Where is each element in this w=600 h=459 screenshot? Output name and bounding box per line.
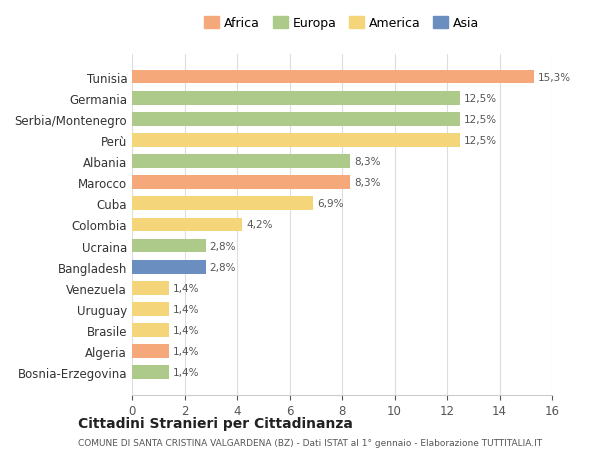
Text: 1,4%: 1,4% bbox=[173, 304, 199, 314]
Bar bbox=[132, 324, 169, 337]
Text: 8,3%: 8,3% bbox=[354, 157, 380, 167]
Bar bbox=[132, 197, 313, 211]
Bar bbox=[132, 345, 169, 358]
Bar bbox=[132, 302, 169, 316]
Legend: Africa, Europa, America, Asia: Africa, Europa, America, Asia bbox=[205, 17, 479, 30]
Text: 1,4%: 1,4% bbox=[173, 325, 199, 335]
Text: 15,3%: 15,3% bbox=[538, 73, 571, 82]
Bar bbox=[132, 112, 460, 126]
Bar bbox=[132, 239, 205, 253]
Text: COMUNE DI SANTA CRISTINA VALGARDENA (BZ) - Dati ISTAT al 1° gennaio - Elaborazio: COMUNE DI SANTA CRISTINA VALGARDENA (BZ)… bbox=[78, 438, 542, 447]
Bar bbox=[132, 92, 460, 105]
Bar bbox=[132, 71, 533, 84]
Text: 12,5%: 12,5% bbox=[464, 94, 497, 103]
Text: 4,2%: 4,2% bbox=[246, 220, 272, 230]
Bar bbox=[132, 366, 169, 379]
Bar bbox=[132, 134, 460, 147]
Bar bbox=[132, 260, 205, 274]
Text: 12,5%: 12,5% bbox=[464, 135, 497, 146]
Text: 8,3%: 8,3% bbox=[354, 178, 380, 188]
Bar bbox=[132, 218, 242, 232]
Text: 2,8%: 2,8% bbox=[209, 241, 236, 251]
Text: 12,5%: 12,5% bbox=[464, 115, 497, 124]
Bar bbox=[132, 281, 169, 295]
Text: 1,4%: 1,4% bbox=[173, 368, 199, 377]
Text: 2,8%: 2,8% bbox=[209, 262, 236, 272]
Bar bbox=[132, 155, 350, 168]
Text: Cittadini Stranieri per Cittadinanza: Cittadini Stranieri per Cittadinanza bbox=[78, 416, 353, 430]
Text: 1,4%: 1,4% bbox=[173, 283, 199, 293]
Text: 1,4%: 1,4% bbox=[173, 347, 199, 356]
Text: 6,9%: 6,9% bbox=[317, 199, 344, 209]
Bar bbox=[132, 176, 350, 190]
